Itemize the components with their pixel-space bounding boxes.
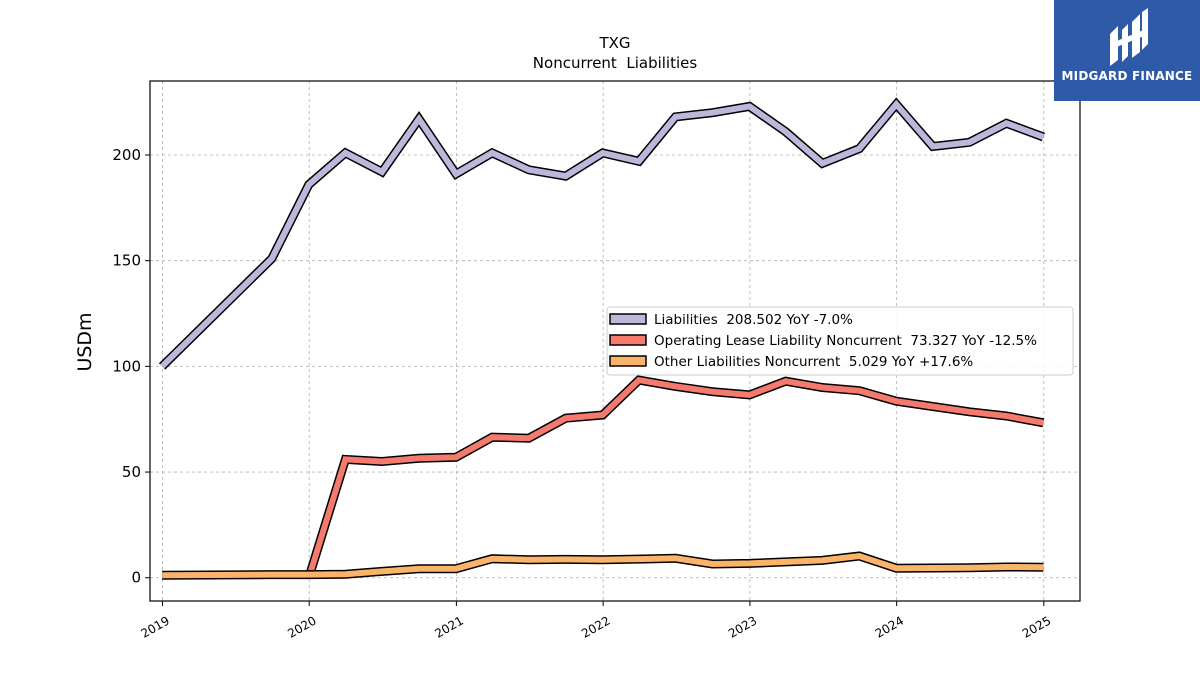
legend-swatch (609, 313, 647, 325)
chart-subtitle: Noncurrent Liabilities (533, 54, 698, 72)
series-other-liabilities (162, 551, 1044, 580)
legend-label: Operating Lease Liability Noncurrent 73.… (654, 333, 1037, 349)
legend-item: Other Liabilities Noncurrent 5.029 YoY +… (609, 354, 973, 370)
x-tick-label: 2022 (579, 613, 612, 640)
series-operating-lease (304, 375, 1045, 580)
legend-item: Operating Lease Liability Noncurrent 73.… (609, 333, 1037, 349)
legend-swatch (609, 334, 647, 346)
y-tick-label: 0 (131, 569, 141, 587)
series-line (162, 552, 1044, 579)
logo-text: MIDGARD FINANCE (1061, 69, 1193, 83)
x-tick-label: 2019 (139, 613, 172, 640)
plot-frame (149, 80, 1081, 602)
series-line-outline (304, 375, 1045, 580)
legend-box (606, 306, 1074, 376)
y-axis-label: USDm (74, 312, 96, 371)
legend-label: Other Liabilities Noncurrent 5.029 YoY +… (654, 354, 973, 370)
legend: Liabilities 208.502 YoY -7.0% Operating L… (606, 306, 1074, 376)
series-liabilities (158, 97, 1045, 370)
legend-label: Liabilities 208.502 YoY -7.0% (654, 312, 853, 328)
y-tick-label: 100 (112, 357, 141, 375)
logo-mark-icon (1110, 8, 1148, 66)
x-tick-label: 2025 (1020, 613, 1053, 640)
brand-logo: MIDGARD FINANCE (1054, 0, 1200, 101)
legend-swatch (609, 355, 647, 367)
x-tick-label: 2024 (873, 613, 906, 640)
y-tick-label: 200 (112, 146, 141, 164)
series-line (159, 99, 1045, 369)
x-tick-label: 2021 (432, 613, 465, 640)
legend-item: Liabilities 208.502 YoY -7.0% (609, 312, 853, 328)
series-lines (158, 97, 1045, 580)
x-tick-label: 2023 (726, 613, 759, 640)
series-line (305, 376, 1044, 579)
y-tick-label: 50 (122, 463, 141, 481)
chart-title: TXG (598, 34, 630, 52)
x-tick-label: 2020 (285, 613, 318, 640)
y-tick-label: 150 (112, 252, 141, 270)
